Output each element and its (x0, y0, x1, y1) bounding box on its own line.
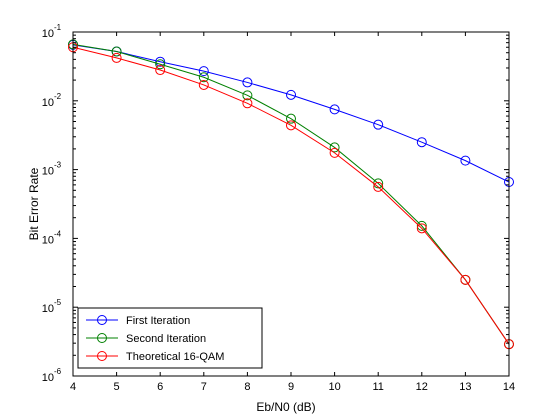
data-point (329, 142, 340, 153)
y-tick-exponent: -1 (54, 23, 62, 32)
y-tick-base: 10 (42, 28, 54, 40)
data-point (242, 90, 253, 101)
y-tick-label: 10-4 (42, 229, 62, 246)
data-point (460, 274, 471, 285)
y-tick-label: 10-5 (42, 298, 62, 315)
y-tick-exponent: -5 (54, 298, 62, 307)
data-point (155, 59, 166, 70)
x-tick-label: 9 (288, 381, 294, 393)
y-axis-label: Bit Error Rate (27, 167, 41, 240)
x-tick-label: 6 (157, 381, 163, 393)
legend-marker (97, 315, 107, 325)
y-tick-base: 10 (42, 303, 54, 315)
x-tick-label: 13 (459, 381, 471, 393)
series-line (72, 44, 510, 183)
data-point (373, 119, 384, 130)
data-point (286, 89, 296, 100)
data-point (198, 66, 209, 77)
data-point (242, 98, 253, 109)
y-tick-exponent: -4 (54, 229, 62, 238)
y-tick-base: 10 (42, 166, 54, 178)
legend-label: First Iteration (126, 315, 190, 327)
data-point (155, 56, 166, 67)
data-point (111, 52, 122, 63)
legend-marker (97, 351, 107, 361)
y-tick-base: 10 (42, 234, 54, 246)
data-point (416, 137, 427, 148)
y-tick-base: 10 (42, 372, 54, 384)
legend-marker (97, 333, 107, 343)
data-point (155, 65, 166, 76)
y-tick-label: 10-2 (42, 92, 62, 109)
data-point (286, 120, 296, 131)
data-point (286, 113, 296, 124)
x-tick-label: 12 (416, 381, 428, 393)
x-tick-label: 14 (503, 381, 515, 393)
x-axis-label: Eb/N0 (dB) (256, 400, 315, 414)
data-point (242, 77, 253, 88)
y-tick-label: 10-1 (42, 23, 62, 40)
legend-item: Second Iteration (86, 333, 206, 345)
data-point (111, 46, 122, 57)
y-tick-exponent: -2 (54, 92, 62, 101)
data-point (416, 223, 427, 234)
x-tick-label: 8 (244, 381, 250, 393)
legend: First Iteration Second Iteration Theoretic… (77, 307, 263, 369)
data-point (198, 79, 209, 90)
x-tick-label: 4 (70, 381, 76, 393)
y-tick-exponent: -3 (54, 161, 62, 170)
legend-label: Second Iteration (126, 333, 206, 345)
x-tick-label: 10 (328, 381, 340, 393)
y-tick-label: 10-3 (42, 161, 62, 178)
data-point (198, 72, 209, 83)
data-point (416, 220, 427, 231)
y-tick-label: 10-6 (42, 367, 62, 384)
series-line (72, 43, 510, 345)
x-tick-label: 7 (201, 381, 207, 393)
legend-item: Theoretical 16-QAM (86, 351, 224, 363)
series-line (72, 46, 510, 345)
legend-item: First Iteration (86, 315, 190, 327)
legend-label: Theoretical 16-QAM (126, 351, 224, 363)
x-tick-label: 11 (372, 381, 383, 393)
y-tick-exponent: -6 (54, 367, 62, 376)
x-tick-label: 5 (114, 381, 120, 393)
series-2 (68, 39, 514, 350)
data-point (329, 147, 340, 158)
y-tick-base: 10 (42, 97, 54, 109)
data-point (329, 104, 340, 115)
data-point (460, 155, 471, 166)
data-point (373, 181, 384, 192)
